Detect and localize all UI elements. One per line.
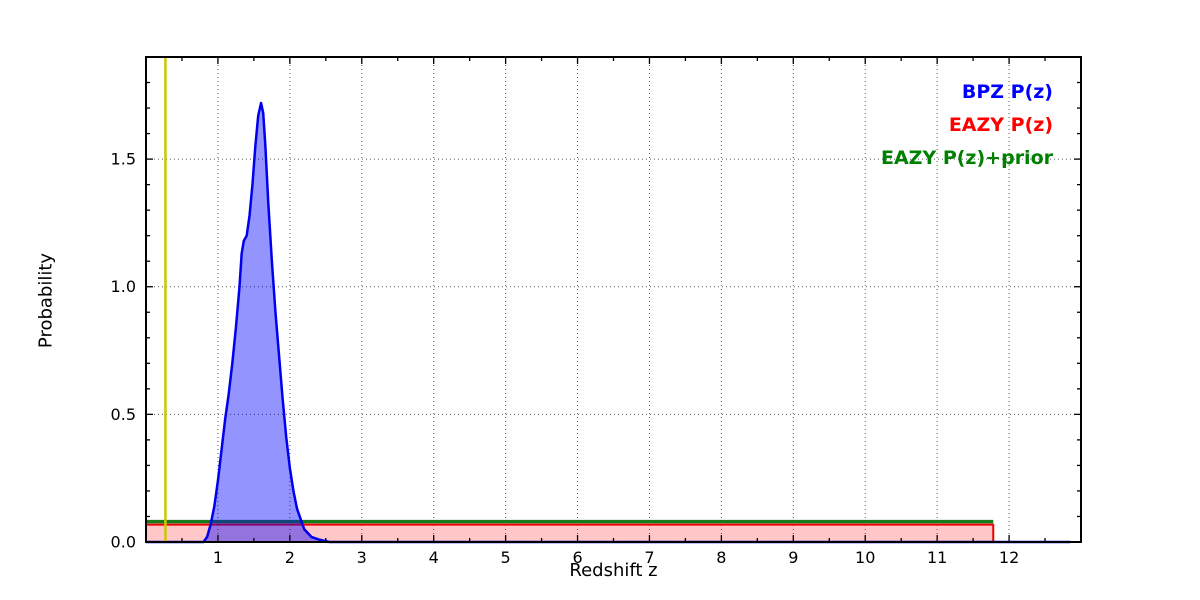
y-tick-label-1.0: 1.0 — [111, 277, 136, 296]
x-tick-label-2: 2 — [285, 548, 295, 567]
x-tick-label-5: 5 — [501, 548, 511, 567]
eazy-p-z--fill — [146, 524, 994, 542]
x-tick-label-8: 8 — [716, 548, 726, 567]
x-tick-label-10: 10 — [855, 548, 875, 567]
x-tick-label-3: 3 — [357, 548, 367, 567]
bpz-p-z--line — [146, 101, 1071, 544]
y-tick-label-1.5: 1.5 — [111, 150, 136, 169]
legend: BPZ P(z) EAZY P(z) EAZY P(z)+prior — [881, 76, 1053, 175]
y-axis-title: Probability — [35, 252, 57, 349]
legend-entry-eazy-p-z-prior: EAZY P(z)+prior — [880, 147, 1053, 169]
bpz-p-z--fill — [146, 102, 1071, 543]
x-tick-label-6: 6 — [572, 548, 582, 567]
x-tick-label-7: 7 — [644, 548, 654, 567]
x-tick-label-9: 9 — [788, 548, 798, 567]
eazy-p-z--line — [146, 523, 995, 542]
x-tick-label-1: 1 — [213, 548, 223, 567]
x-tick-label-11: 11 — [927, 548, 947, 567]
y-tick-label-0.0: 0.0 — [111, 533, 136, 552]
x-tick-label-4: 4 — [429, 548, 439, 567]
x-tick-label-12: 12 — [999, 548, 1019, 567]
legend-entry-eazy-p-z-: EAZY P(z) — [948, 114, 1053, 136]
y-tick-label-0.5: 0.5 — [111, 405, 136, 424]
legend-entry-bpz-p-z-: BPZ P(z) — [961, 81, 1053, 103]
x-axis-title: Redshift z — [569, 560, 658, 581]
